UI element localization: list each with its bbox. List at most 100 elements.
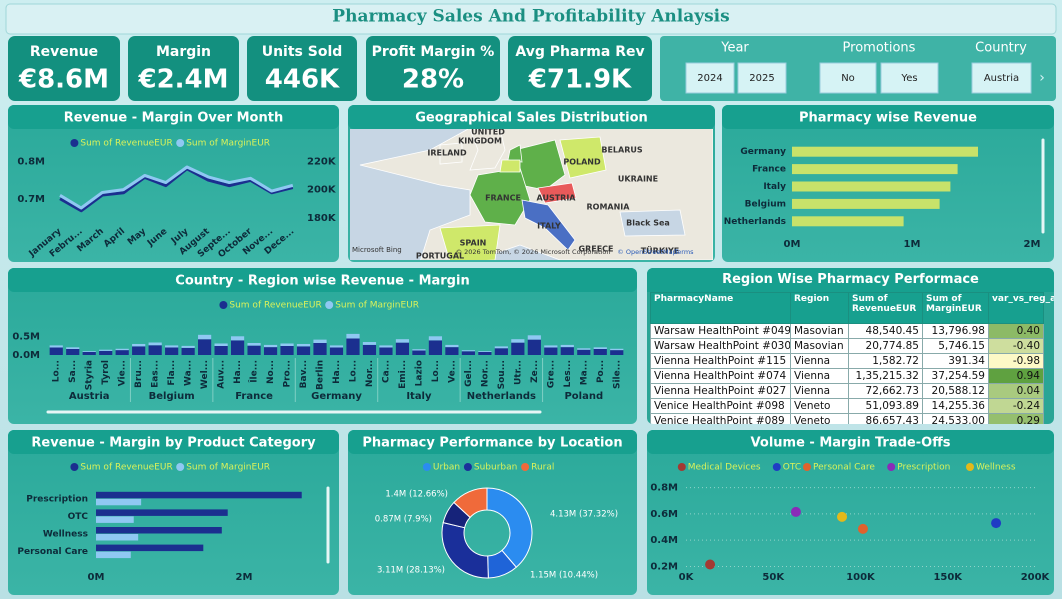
- table-cell: 37,254.59: [922, 368, 989, 384]
- group-label: Belgium: [149, 391, 195, 402]
- x-tick-label: 1M: [904, 239, 921, 250]
- legend-label: Sum of RevenueEUR: [229, 301, 321, 311]
- bar: [792, 146, 978, 157]
- bar-segment: [346, 333, 360, 339]
- legend-label: Sum of RevenueEUR: [80, 139, 172, 149]
- y-tick-label: 0.2M: [650, 561, 678, 572]
- map-label: UKRAINE: [618, 175, 658, 184]
- panel-title: Pharmacy wise Revenue: [799, 111, 977, 126]
- panel-title: Revenue - Margin by Product Category: [31, 436, 316, 451]
- donut-slice: [453, 487, 488, 519]
- map-uk: [469, 129, 506, 171]
- legend-label: Prescription: [897, 463, 950, 473]
- slicer-button-box: [819, 62, 877, 94]
- legend-marker: [70, 463, 79, 471]
- bar: [96, 527, 222, 534]
- x-tick-label: 50K: [762, 572, 785, 583]
- x-tick-label: Styria: [85, 360, 95, 390]
- table-cell: Vienna HealthPoint #115: [650, 353, 791, 369]
- x-tick-label: Po...: [596, 360, 606, 383]
- y-tick-label: France: [752, 165, 786, 175]
- panel-header: [8, 105, 339, 129]
- legend-marker: [463, 463, 472, 471]
- bar-segment: [395, 339, 410, 343]
- y-tick-label: Wellness: [43, 530, 88, 540]
- y-tick-label: 0.8M: [650, 483, 678, 494]
- data-label: 4.13M (37.32%): [550, 510, 618, 520]
- x-tick-label: Utr...: [513, 360, 523, 385]
- table-cell: Vienna: [790, 353, 849, 369]
- table-row: Warsaw HealthPoint #030 Masovian 20,774.85…: [650, 338, 1044, 354]
- bar-segment: [148, 342, 162, 346]
- bar-segment: [379, 345, 393, 348]
- map-terms: Terms: [673, 248, 694, 256]
- legend-label: Rural: [531, 463, 554, 473]
- slicer-button[interactable]: Austria: [971, 62, 1032, 94]
- bar-segment: [478, 351, 492, 352]
- bar-segment: [49, 345, 63, 348]
- slicer-button[interactable]: 2024: [685, 62, 735, 94]
- bar-segment: [511, 342, 525, 355]
- x-tick-label: Ha...: [233, 360, 243, 384]
- map-label: KINGDOM: [458, 137, 502, 146]
- bar-segment: [280, 343, 294, 346]
- bar-segment: [560, 344, 574, 348]
- x-tick-label: 0M: [784, 239, 801, 250]
- bar-segment: [560, 347, 574, 355]
- scatter-point: [857, 523, 868, 534]
- map-osm: © OpenStreetMap: [617, 248, 676, 256]
- bar-segment: [395, 342, 410, 355]
- legend-label: Sum of MarginEUR: [186, 139, 270, 149]
- x-tick-label: 2M: [236, 572, 253, 583]
- bar-segment: [230, 336, 245, 341]
- slicer-button[interactable]: Yes: [880, 62, 939, 94]
- data-label: 3.11M (28.13%): [377, 566, 445, 576]
- legend-label: Medical Devices: [688, 463, 761, 473]
- bar-segment: [478, 352, 492, 355]
- line-series: [59, 167, 294, 213]
- x-tick-label: Lo...: [52, 360, 62, 382]
- y-tick-label: Personal Care: [17, 547, 88, 557]
- table-header-row: PharmacyName Region Sum of RevenueEUR Sum o…: [650, 292, 1054, 324]
- table-cell: 0.94: [988, 368, 1044, 384]
- y-tick-label: Prescription: [26, 494, 88, 504]
- kpi-card: [128, 36, 239, 101]
- slicer-button[interactable]: 2025: [737, 62, 787, 94]
- slicer-button[interactable]: No: [819, 62, 877, 94]
- x-tick-label: Lo...: [431, 360, 441, 382]
- title-bar: [5, 3, 1057, 35]
- x-tick-label: Lazio: [414, 360, 424, 386]
- table-title: Region Wise Pharmacy Performace: [647, 268, 1054, 292]
- bar-segment: [445, 347, 459, 355]
- x-tick-label: 200K: [1021, 572, 1051, 583]
- x-tick-label: Ca...: [381, 360, 391, 383]
- x-tick-label: Bru...: [134, 360, 144, 388]
- column-header: var_vs_reg_avg_%: [988, 292, 1054, 324]
- slicer-button-box: [685, 62, 735, 94]
- bar: [96, 498, 142, 506]
- y-tick-label: 0.8M: [17, 156, 45, 167]
- legend-marker: [219, 301, 228, 309]
- y2-tick-label: 200K: [307, 185, 337, 196]
- bar-segment: [198, 334, 212, 340]
- bar-segment: [329, 347, 344, 355]
- bar-segment: [412, 350, 426, 355]
- group-label: Poland: [564, 391, 603, 402]
- map-label: GREECE: [579, 245, 614, 254]
- x-tick-label: Ve...: [447, 360, 457, 383]
- map-label: Black Sea: [626, 219, 670, 228]
- data-label: 1.4M (12.66%): [385, 490, 448, 500]
- slicer-button-box: [737, 62, 787, 94]
- bar-segment: [610, 348, 624, 351]
- panel-title: Country - Region wise Revenue - Margin: [175, 274, 469, 289]
- table-cell: 391.34: [922, 353, 989, 369]
- table-row: Warsaw HealthPoint #049 Masovian 48,540.45…: [650, 323, 1044, 339]
- bar-segment: [214, 343, 228, 346]
- bar-segment: [346, 338, 360, 355]
- bar-segment: [181, 345, 195, 348]
- group-label: Germany: [311, 391, 362, 402]
- bar-segment: [362, 344, 377, 355]
- x-tick-label: Auv...: [217, 360, 227, 389]
